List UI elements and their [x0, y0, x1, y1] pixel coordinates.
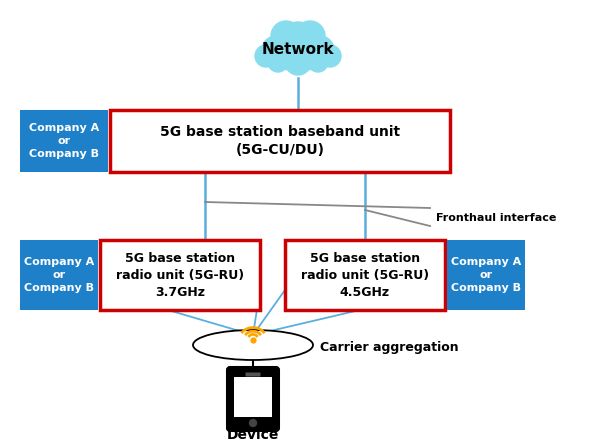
Text: Fronthaul interface: Fronthaul interface: [436, 213, 557, 223]
FancyBboxPatch shape: [234, 377, 272, 417]
Circle shape: [255, 45, 277, 67]
FancyBboxPatch shape: [110, 110, 450, 172]
FancyBboxPatch shape: [285, 240, 445, 310]
Text: Network: Network: [262, 43, 334, 58]
Text: 5G base station
radio unit (5G-RU)
3.7GHz: 5G base station radio unit (5G-RU) 3.7GH…: [116, 251, 244, 298]
Circle shape: [276, 42, 304, 70]
Text: Company A
or
Company B: Company A or Company B: [451, 257, 521, 293]
Circle shape: [292, 42, 320, 70]
FancyBboxPatch shape: [20, 110, 108, 172]
Text: Carrier aggregation: Carrier aggregation: [320, 341, 459, 353]
Text: Company A
or
Company B: Company A or Company B: [29, 123, 99, 159]
Text: Device: Device: [227, 428, 279, 442]
Circle shape: [285, 49, 311, 75]
FancyBboxPatch shape: [447, 240, 525, 310]
Circle shape: [262, 36, 290, 64]
Circle shape: [271, 21, 301, 51]
Text: Company A
or
Company B: Company A or Company B: [24, 257, 94, 293]
FancyBboxPatch shape: [20, 240, 98, 310]
FancyBboxPatch shape: [100, 240, 260, 310]
Text: 5G base station
radio unit (5G-RU)
4.5GHz: 5G base station radio unit (5G-RU) 4.5GH…: [301, 251, 429, 298]
FancyBboxPatch shape: [228, 368, 278, 431]
Text: 5G base station baseband unit
(5G-CU/DU): 5G base station baseband unit (5G-CU/DU): [160, 125, 400, 157]
Circle shape: [295, 21, 325, 51]
Circle shape: [319, 45, 341, 67]
Circle shape: [308, 52, 328, 72]
Circle shape: [268, 52, 288, 72]
FancyBboxPatch shape: [246, 373, 260, 377]
Ellipse shape: [193, 330, 313, 360]
Circle shape: [306, 36, 334, 64]
Circle shape: [250, 420, 256, 427]
Circle shape: [278, 22, 318, 62]
